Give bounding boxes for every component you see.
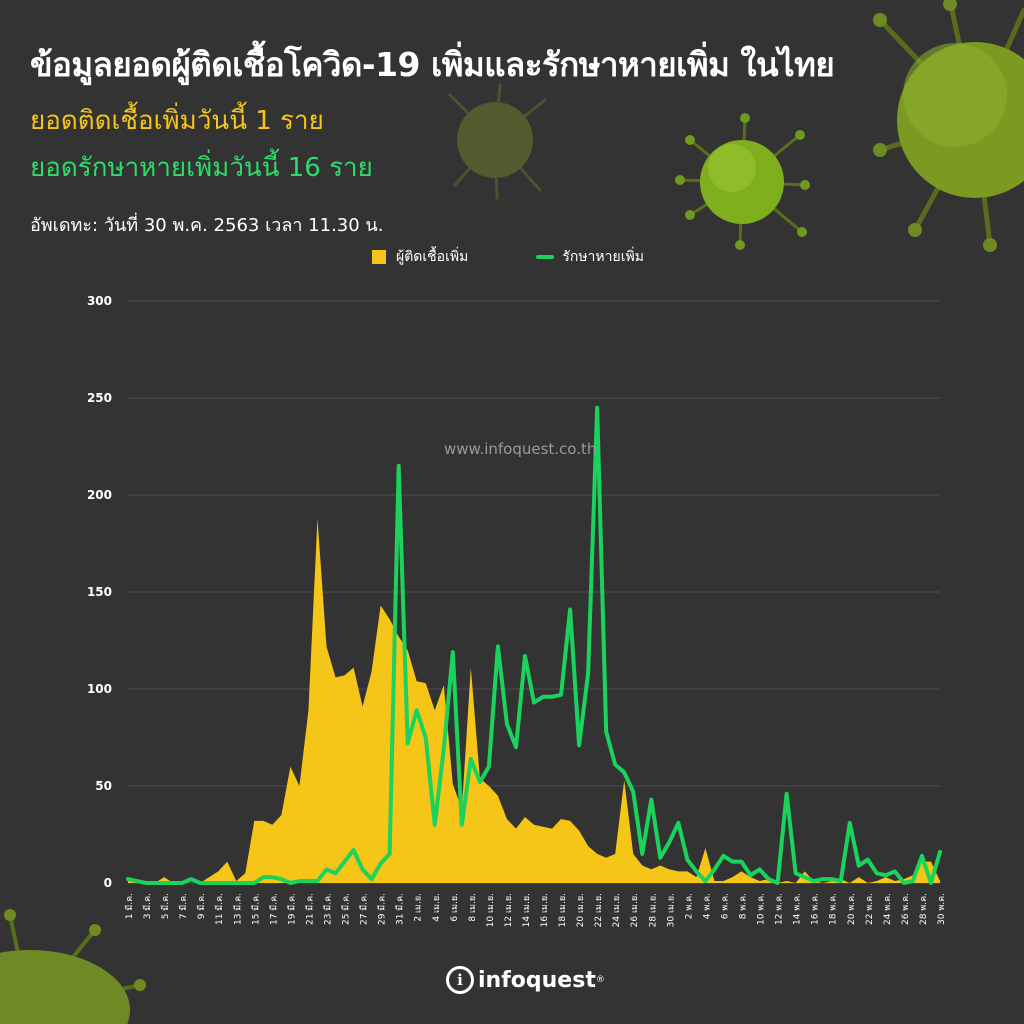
x-tick-label: 2 เม.ย. (414, 893, 424, 922)
x-tick-label: 16 เม.ย. (540, 893, 550, 927)
x-tick-label: 10 พ.ค. (757, 893, 767, 925)
x-tick-label: 30 พ.ค. (937, 893, 947, 925)
brand-name: infoquest (478, 967, 596, 993)
x-tick-label: 11 มี.ค. (214, 893, 225, 925)
brand-logo: i infoquest ® (446, 966, 605, 994)
x-tick-label: 20 เม.ย. (576, 893, 586, 927)
x-tick-label: 2 พ.ค. (684, 893, 694, 919)
y-tick-label: 200 (87, 488, 112, 502)
x-tick-label: 14 เม.ย. (522, 893, 532, 927)
virus-dim-icon (448, 83, 547, 200)
y-tick-label: 100 (87, 682, 112, 696)
new-cases-today: ยอดติดเชื้อเพิ่มวันนี้ 1 ราย (30, 106, 324, 136)
x-tick-label: 16 พ.ค. (811, 893, 821, 925)
x-tick-label: 22 พ.ค. (865, 893, 875, 925)
x-tick-label: 8 พ.ค. (739, 893, 749, 919)
legend-swatch-recovered (536, 255, 555, 259)
legend-label-recovered: รักษาหายเพิ่ม (562, 249, 644, 265)
x-tick-label: 12 พ.ค. (775, 893, 785, 925)
x-tick-label: 15 มี.ค. (250, 893, 261, 925)
x-tick-label: 4 เม.ย. (432, 893, 442, 922)
x-tick-label: 24 พ.ค. (883, 893, 893, 925)
page-title: ข้อมูลยอดผู้ติดเชื้อโควิด-19 เพิ่มและรัก… (30, 45, 835, 84)
x-tick-label: 9 มี.ค. (196, 893, 207, 919)
x-tick-label: 31 มี.ค. (395, 893, 406, 925)
virus-large-icon (873, 0, 1024, 252)
x-tick-label: 22 เม.ย. (594, 893, 604, 927)
chart-legend: ผู้ติดเชื้อเพิ่ม รักษาหายเพิ่ม (372, 246, 644, 268)
x-tick-label: 25 มี.ค. (341, 893, 352, 925)
x-tick-label: 19 มี.ค. (286, 893, 297, 925)
x-tick-label: 12 เม.ย. (504, 893, 514, 927)
x-tick-label: 1 มี.ค. (124, 893, 135, 919)
legend-label-cases: ผู้ติดเชื้อเพิ่ม (396, 249, 469, 265)
virus-medium-icon (675, 113, 810, 250)
cases-area (128, 518, 940, 883)
y-tick-label: 150 (87, 585, 112, 599)
watermark: www.infoquest.co.th (444, 440, 597, 458)
x-tick-label: 10 เม.ย. (486, 893, 496, 927)
legend-item-cases: ผู้ติดเชื้อเพิ่ม (372, 246, 468, 268)
info-icon: i (446, 966, 474, 994)
x-tick-label: 18 เม.ย. (558, 893, 568, 927)
y-tick-label: 0 (104, 876, 112, 890)
recovered-line (126, 405, 942, 885)
x-tick-label: 26 เม.ย. (630, 893, 640, 927)
trademark-symbol: ® (595, 975, 605, 985)
x-tick-label: 6 เม.ย. (450, 893, 460, 922)
x-tick-label: 13 มี.ค. (232, 893, 243, 925)
x-tick-label: 7 มี.ค. (178, 893, 189, 919)
x-tick-label: 8 เม.ย. (468, 893, 478, 922)
update-timestamp: อัพเดทะ: วันที่ 30 พ.ค. 2563 เวลา 11.30 … (30, 215, 384, 236)
x-tick-label: 28 พ.ค. (919, 893, 929, 925)
x-tick-label: 24 เม.ย. (612, 893, 622, 927)
x-tick-label: 6 พ.ค. (720, 893, 730, 919)
x-tick-label: 4 พ.ค. (702, 893, 712, 919)
y-tick-label: 300 (87, 294, 112, 308)
x-tick-label: 18 พ.ค. (829, 893, 839, 925)
legend-swatch-cases (372, 250, 386, 264)
y-tick-label: 250 (87, 391, 112, 405)
virus-bottom-icon (0, 909, 146, 1024)
x-tick-label: 5 มี.ค. (160, 893, 171, 919)
recovered-today: ยอดรักษาหายเพิ่มวันนี้ 16 ราย (30, 153, 373, 183)
x-tick-label: 21 มี.ค. (304, 893, 315, 925)
x-tick-label: 27 มี.ค. (359, 893, 370, 925)
x-tick-label: 14 พ.ค. (793, 893, 803, 925)
legend-item-recovered: รักษาหายเพิ่ม (536, 246, 644, 268)
x-tick-label: 26 พ.ค. (901, 893, 911, 925)
x-tick-label: 20 พ.ค. (847, 893, 857, 925)
x-tick-label: 17 มี.ค. (268, 893, 279, 925)
y-tick-label: 50 (95, 779, 112, 793)
x-tick-label: 3 มี.ค. (142, 893, 153, 919)
x-tick-label: 30 เม.ย. (666, 893, 676, 927)
x-tick-label: 29 มี.ค. (377, 893, 388, 925)
x-tick-label: 23 มี.ค. (322, 893, 333, 925)
x-tick-label: 28 เม.ย. (648, 893, 658, 927)
